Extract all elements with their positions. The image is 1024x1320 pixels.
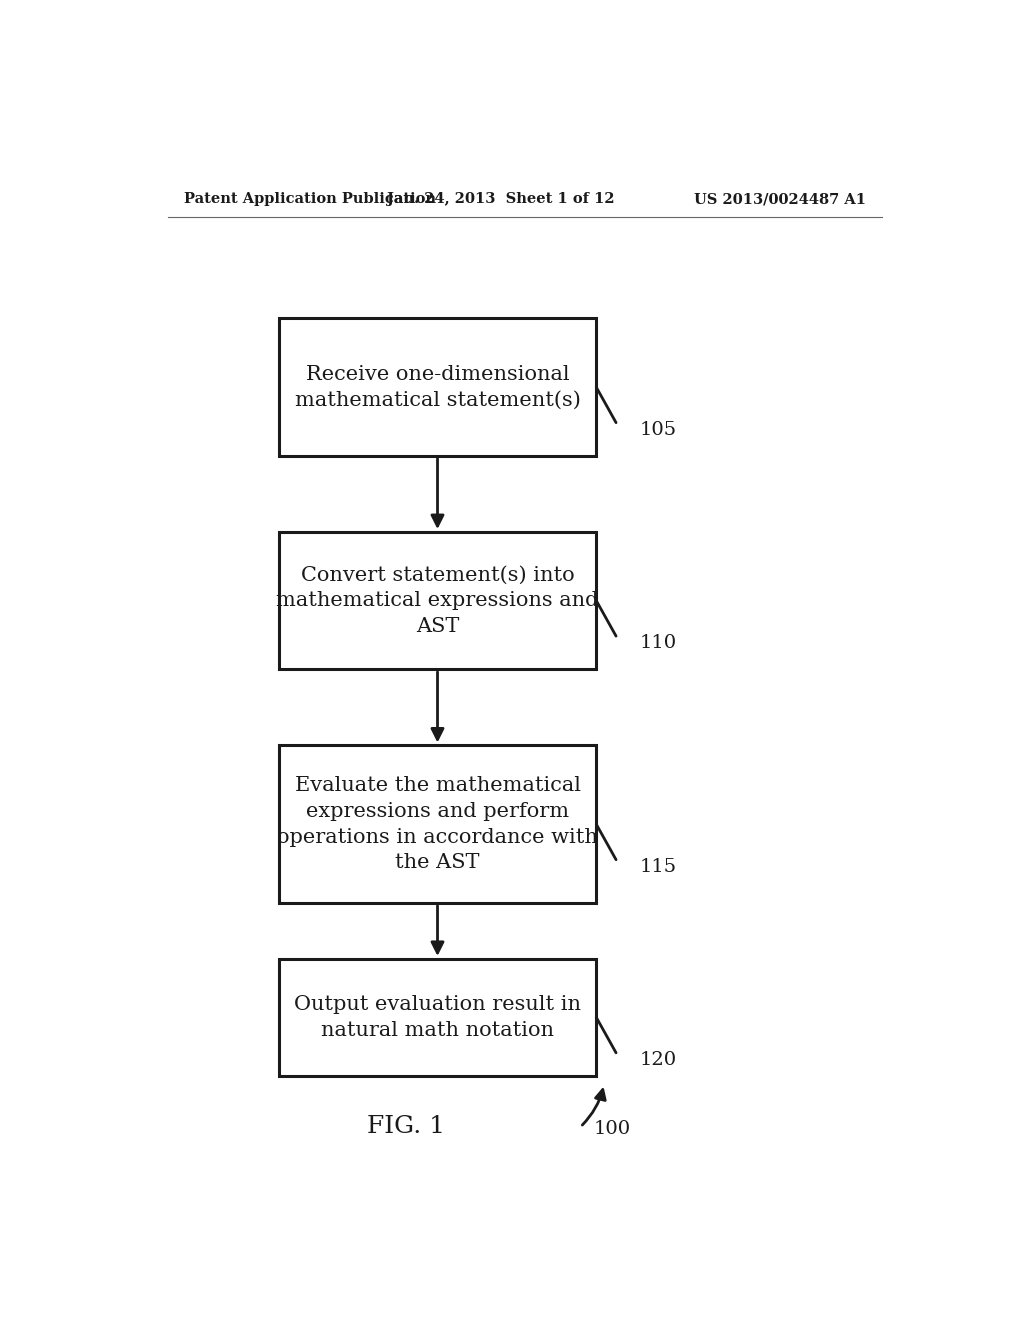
Text: Convert statement(s) into
mathematical expressions and
AST: Convert statement(s) into mathematical e…: [276, 565, 599, 636]
Text: US 2013/0024487 A1: US 2013/0024487 A1: [694, 191, 866, 206]
Bar: [279, 318, 596, 455]
Text: FIG. 1: FIG. 1: [367, 1114, 444, 1138]
Bar: [279, 532, 596, 669]
Text: 110: 110: [640, 634, 677, 652]
Text: 105: 105: [640, 421, 677, 438]
Text: Evaluate the mathematical
expressions and perform
operations in accordance with
: Evaluate the mathematical expressions an…: [278, 776, 598, 873]
Bar: [279, 958, 596, 1076]
Text: Receive one-dimensional
mathematical statement(s): Receive one-dimensional mathematical sta…: [295, 364, 581, 409]
Text: 100: 100: [594, 1121, 631, 1138]
Text: 115: 115: [640, 858, 677, 876]
Text: Patent Application Publication: Patent Application Publication: [183, 191, 435, 206]
Bar: [279, 746, 596, 903]
Text: Output evaluation result in
natural math notation: Output evaluation result in natural math…: [294, 995, 581, 1040]
Text: Jan. 24, 2013  Sheet 1 of 12: Jan. 24, 2013 Sheet 1 of 12: [387, 191, 614, 206]
Text: 120: 120: [640, 1051, 677, 1069]
